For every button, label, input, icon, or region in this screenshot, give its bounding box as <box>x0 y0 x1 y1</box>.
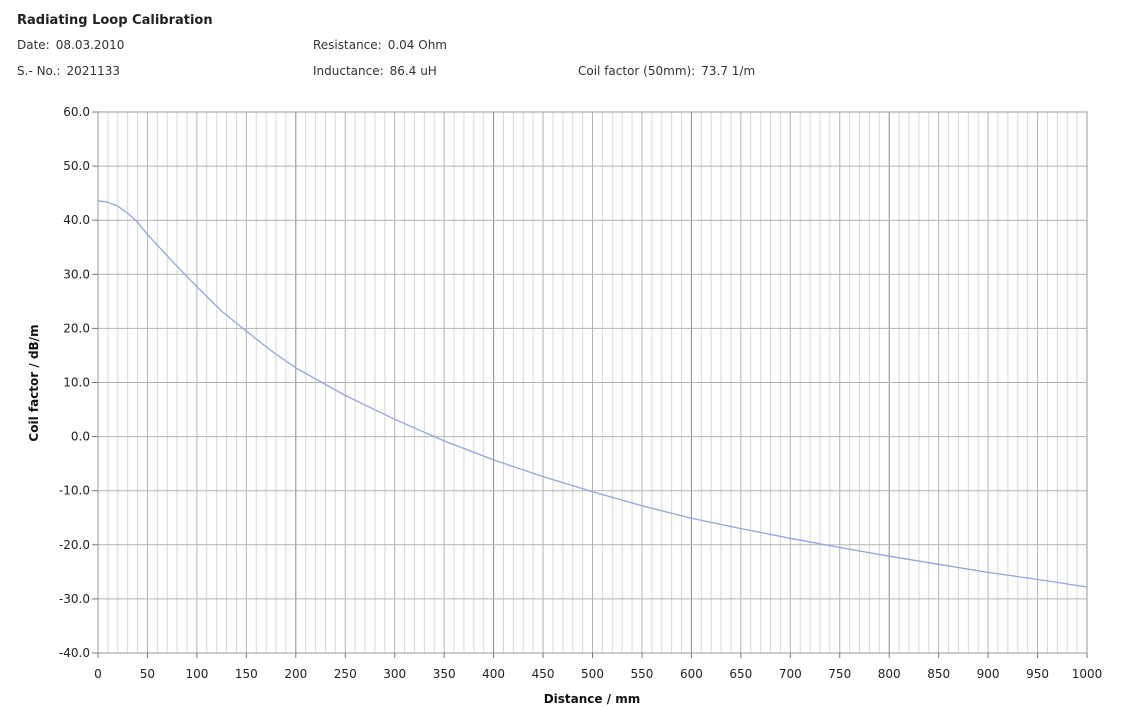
y-axis-ticks: 60.0 50.0 40.0 30.0 20.0 10.0 0.0 -10.0 -20.0 -30… <box>59 105 98 660</box>
serial-value: 2021133 <box>66 64 120 78</box>
x-tick-label: 650 <box>729 667 752 681</box>
y-tick-label: -20.0 <box>59 538 90 552</box>
x-tick-label: 100 <box>185 667 208 681</box>
x-tick-label: 550 <box>630 667 653 681</box>
y-tick-label: 50.0 <box>63 159 90 173</box>
x-tick-label: 200 <box>284 667 307 681</box>
inductance-value: 86.4 uH <box>389 64 437 78</box>
inductance-field: Inductance: 86.4 uH <box>313 64 437 78</box>
coil-factor-value: 73.7 1/m <box>701 64 756 78</box>
major-grid <box>98 112 1087 653</box>
y-tick-label: 20.0 <box>63 321 90 335</box>
x-tick-label: 50 <box>140 667 155 681</box>
x-tick-label: 700 <box>779 667 802 681</box>
x-tick-label: 250 <box>334 667 357 681</box>
series-layer <box>97 200 1088 588</box>
x-tick-label: 0 <box>94 667 102 681</box>
resistance-label: Resistance: <box>313 38 382 52</box>
y-tick-label: 0.0 <box>71 430 90 444</box>
coil-factor-field: Coil factor (50mm): 73.7 1/m <box>578 64 755 78</box>
coil-factor-label: Coil factor (50mm): <box>578 64 696 78</box>
x-tick-label: 850 <box>927 667 950 681</box>
y-axis-title: Coil factor / dB/m <box>27 324 41 441</box>
x-tick-label: 450 <box>532 667 555 681</box>
x-tick-label: 900 <box>977 667 1000 681</box>
x-tick-label: 500 <box>581 667 604 681</box>
x-tick-label: 800 <box>878 667 901 681</box>
inductance-label: Inductance: <box>313 64 384 78</box>
resistance-value: 0.04 Ohm <box>387 38 447 52</box>
serial-label: S.- No.: <box>17 64 61 78</box>
y-tick-label: -30.0 <box>59 592 90 606</box>
date-label: Date: <box>17 38 50 52</box>
resistance-field: Resistance: 0.04 Ohm <box>313 38 447 52</box>
x-tick-label: 1000 <box>1072 667 1103 681</box>
y-tick-label: -40.0 <box>59 646 90 660</box>
x-tick-label: 350 <box>433 667 456 681</box>
y-tick-label: 10.0 <box>63 376 90 390</box>
chart-title: Radiating Loop Calibration <box>17 13 213 28</box>
x-tick-label: 300 <box>383 667 406 681</box>
x-tick-label: 150 <box>235 667 258 681</box>
serial-field: S.- No.: 2021133 <box>17 64 120 78</box>
y-tick-label: 40.0 <box>63 213 90 227</box>
x-tick-label: 950 <box>1026 667 1049 681</box>
x-axis-ticks: 0 50 100 150 200 250 300 350 400 450 500 550 600 650 7… <box>94 653 1102 681</box>
x-tick-label: 400 <box>482 667 505 681</box>
y-tick-label: 30.0 <box>63 267 90 281</box>
x-tick-label: 750 <box>828 667 851 681</box>
y-tick-label: -10.0 <box>59 484 90 498</box>
x-axis-title: Distance / mm <box>544 692 641 706</box>
series-line <box>97 200 1088 588</box>
date-value: 08.03.2010 <box>55 38 125 52</box>
y-tick-label: 60.0 <box>63 105 90 119</box>
date-field: Date: 08.03.2010 <box>17 38 124 52</box>
x-tick-label: 600 <box>680 667 703 681</box>
